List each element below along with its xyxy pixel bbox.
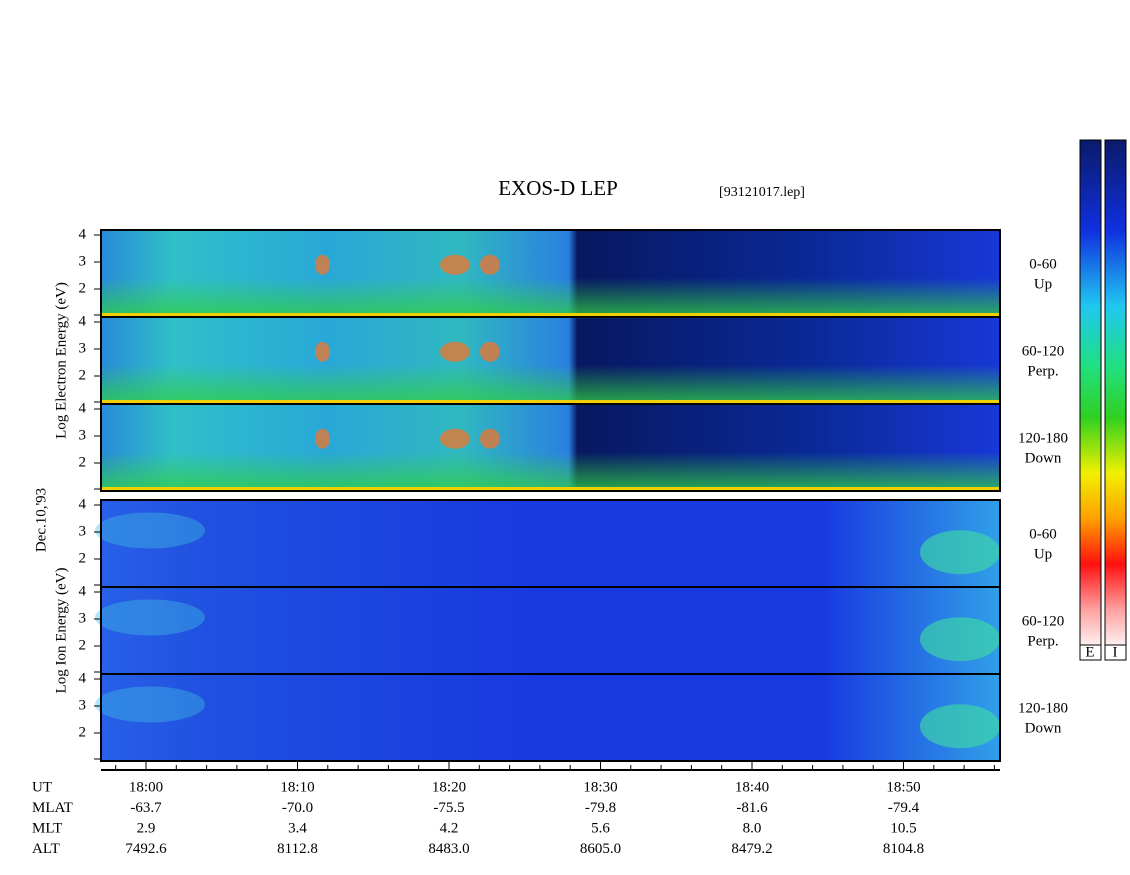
spectrogram-blob (920, 617, 1000, 662)
panel-range: 0-60 (1029, 526, 1057, 542)
spectrogram-blob (95, 686, 205, 723)
orbit-value: -63.7 (130, 800, 162, 816)
spectrogram-blob (480, 428, 500, 449)
group-label: Log Ion Energy (eV) (53, 568, 69, 694)
panel-direction: Perp. (1027, 633, 1058, 649)
group-label: Log Electron Energy (eV) (53, 282, 69, 439)
spectrogram (101, 674, 1000, 761)
panel-range: 60-120 (1022, 343, 1065, 359)
panel-frame (100, 673, 1001, 762)
y-tick-label: 4 (79, 313, 87, 329)
orbit-value: -75.5 (433, 800, 464, 816)
orbit-value: 8112.8 (277, 841, 318, 857)
y-tick-label: 3 (79, 610, 87, 626)
orbit-row-name: UT (32, 779, 52, 795)
orbit-value: 3.4 (288, 820, 307, 836)
y-tick-label: 3 (79, 340, 87, 356)
y-tick-label: 2 (79, 454, 87, 470)
spectrogram-band (101, 487, 1000, 490)
orbit-value: 18:50 (886, 779, 920, 795)
orbit-value: -70.0 (282, 800, 313, 816)
orbit-row-name: MLAT (32, 800, 73, 816)
orbit-value: 8483.0 (428, 841, 469, 857)
panel-direction: Perp. (1027, 363, 1058, 379)
orbit-value: 7492.6 (125, 841, 167, 857)
spectrogram (101, 500, 1000, 587)
y-tick-label: 2 (79, 637, 87, 653)
colorbar (1104, 139, 1127, 646)
orbit-value: 8479.2 (731, 841, 772, 857)
orbit-value: 18:40 (735, 779, 769, 795)
spectrogram-blob (440, 428, 470, 449)
spectrogram-blob (315, 428, 330, 449)
title: EXOS-D LEP (498, 176, 618, 200)
y-tick-label: 3 (79, 253, 87, 269)
y-tick-label: 4 (79, 400, 87, 416)
orbit-row-name: MLT (32, 820, 62, 836)
orbit-value: 18:20 (432, 779, 466, 795)
y-tick-label: 2 (79, 280, 87, 296)
orbit-value: -79.4 (888, 800, 920, 816)
orbit-value: -79.8 (585, 800, 616, 816)
orbit-value: 10.5 (890, 820, 916, 836)
orbit-value: 8.0 (743, 820, 762, 836)
spectrogram-blob (315, 341, 330, 362)
y-tick-label: 3 (79, 697, 87, 713)
orbit-value: 18:10 (280, 779, 314, 795)
panel-direction: Up (1034, 276, 1052, 292)
colorbar (1079, 139, 1102, 646)
y-tick-label: 4 (79, 496, 87, 512)
spectrogram-blob (95, 512, 205, 549)
orbit-value: -81.6 (736, 800, 768, 816)
y-tick-label: 2 (79, 367, 87, 383)
y-tick-label: 4 (79, 226, 87, 242)
y-tick-label: 3 (79, 523, 87, 539)
spectrogram-band (101, 400, 1000, 403)
spectrogram-band (101, 313, 1000, 316)
spectrogram-blob (440, 341, 470, 362)
spectrogram-blob (95, 599, 205, 636)
y-tick-label: 4 (79, 670, 87, 686)
orbit-value: 18:30 (583, 779, 617, 795)
colorbar-box (1104, 644, 1127, 661)
orbit-row-name: ALT (32, 841, 60, 857)
colorbar-box (1079, 644, 1102, 661)
spectrogram-band (101, 277, 1000, 317)
spectrogram-band (101, 364, 1000, 404)
panel-direction: Up (1034, 546, 1052, 562)
spectrogram (101, 587, 1000, 674)
y-tick-label: 3 (79, 427, 87, 443)
panel-range: 120-180 (1018, 700, 1068, 716)
spectrogram-blob (480, 254, 500, 275)
date-label: Dec.10,'93 (33, 488, 49, 552)
panel-direction: Down (1025, 450, 1062, 466)
spectrogram-blob (920, 530, 1000, 575)
orbit-value: 5.6 (591, 820, 610, 836)
spectrogram-band (101, 451, 1000, 491)
y-tick-label: 4 (79, 583, 87, 599)
panel-frame (100, 403, 1001, 492)
spectrogram-blob (440, 254, 470, 275)
spectrogram-blob (315, 254, 330, 275)
colorbar-label: E (1085, 644, 1094, 660)
spectrogram-blob (480, 341, 500, 362)
orbit-value: 4.2 (440, 820, 459, 836)
colorbar-label: I (1113, 644, 1118, 660)
orbit-value: 18:00 (129, 779, 163, 795)
orbit-value: 8605.0 (580, 841, 621, 857)
panel-range: 0-60 (1029, 256, 1057, 272)
panel-range: 60-120 (1022, 613, 1065, 629)
y-tick-label: 2 (79, 550, 87, 566)
spectrogram-blob (920, 704, 1000, 749)
orbit-value: 2.9 (137, 820, 156, 836)
panel-range: 120-180 (1018, 430, 1068, 446)
panel-direction: Down (1025, 720, 1062, 736)
orbit-value: 8104.8 (883, 841, 924, 857)
y-tick-label: 2 (79, 724, 87, 740)
file-label: [93121017.lep] (719, 185, 805, 200)
